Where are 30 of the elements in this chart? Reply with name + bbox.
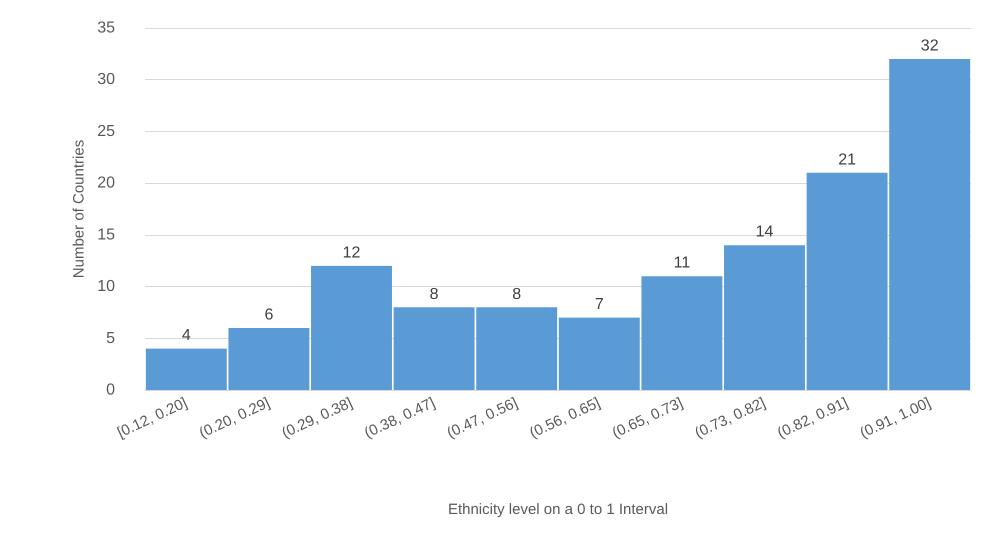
- data-label: 8: [512, 286, 522, 303]
- y-tick-label: 15: [97, 226, 116, 244]
- x-axis-title: Ethnicity level on a 0 to 1 Interval: [448, 501, 668, 518]
- y-tick-label: 20: [97, 174, 116, 192]
- y-tick-label: 25: [97, 122, 116, 140]
- y-tick-label: 10: [97, 278, 116, 296]
- data-label: 21: [838, 151, 856, 168]
- x-tick-label: (0.29, 0.38]: [279, 394, 356, 442]
- x-tick-label: [0.12, 0.20]: [114, 394, 190, 442]
- data-label: 4: [182, 327, 191, 344]
- x-tick-label: (0.38, 0.47]: [362, 394, 438, 442]
- y-tick-label: 0: [106, 382, 116, 398]
- y-tick-label: 35: [97, 20, 116, 36]
- data-label: 12: [342, 244, 360, 262]
- data-label: 14: [756, 224, 774, 241]
- x-tick-label: (0.73, 0.82]: [692, 394, 768, 442]
- data-label: 6: [264, 306, 274, 324]
- data-label: 7: [594, 296, 604, 314]
- x-tick-label: (0.56, 0.65]: [527, 394, 603, 442]
- data-label: 8: [430, 286, 439, 303]
- y-axis-title: Number of Countries: [70, 140, 88, 278]
- x-tick-label: (0.47, 0.56]: [444, 394, 520, 442]
- x-tick-label: (0.91, 1.00]: [857, 394, 934, 442]
- y-tick-label: 30: [97, 71, 116, 88]
- x-tick-label: (0.82, 0.91]: [774, 394, 851, 442]
- data-label: 32: [920, 38, 939, 55]
- data-label: 11: [674, 254, 690, 272]
- y-tick-label: 5: [106, 330, 116, 347]
- x-tick-label: (0.20, 0.29]: [196, 394, 272, 442]
- x-tick-label: (0.65, 0.73]: [610, 394, 686, 442]
